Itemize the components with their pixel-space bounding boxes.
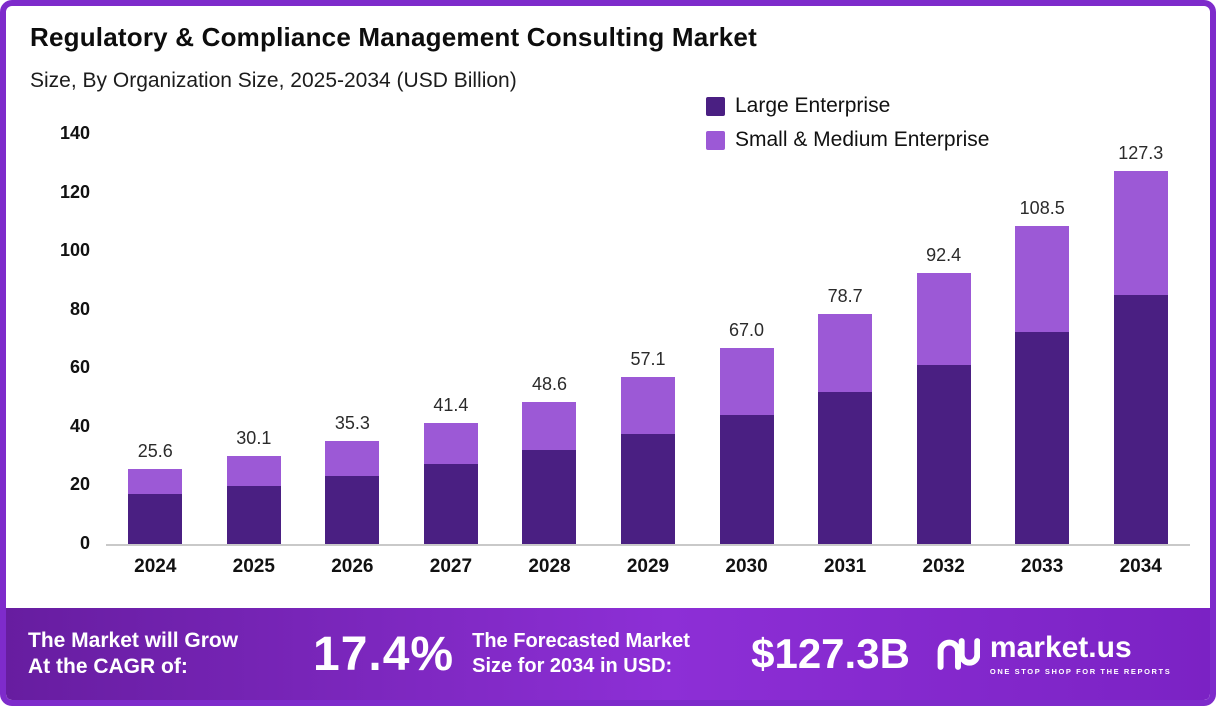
- legend-swatch-large-enterprise: [706, 96, 725, 116]
- bar-segment-large-enterprise: [522, 450, 577, 544]
- bar-total-label: 48.6: [531, 373, 567, 394]
- y-tick-label: 40: [69, 415, 90, 436]
- bar-segment-large-enterprise: [621, 433, 675, 544]
- bar-total-label: 67.0: [729, 319, 765, 340]
- cagr-caption-line1: The Market will Grow: [28, 628, 239, 652]
- chart-title: Regulatory & Compliance Management Consu…: [30, 22, 757, 52]
- bar-segment-sme: [916, 273, 971, 366]
- forecast-caption-line1: The Forecasted Market: [472, 630, 690, 652]
- bar-segment-sme: [423, 422, 478, 465]
- bar-group: 127.3: [1091, 134, 1190, 544]
- y-tick-label: 80: [69, 298, 90, 319]
- legend-item-large-enterprise: Large Enterprise: [706, 94, 989, 118]
- bar-segment-sme: [719, 347, 774, 415]
- plot-area: 0 20 40 60 80 100 120 140 25.6 30.1 35.3 41.4 48.6 5…: [60, 123, 1190, 553]
- legend: Large Enterprise Small & Medium Enterpri…: [706, 94, 989, 152]
- bar-group: 57.1: [599, 134, 698, 544]
- bar-total-label: 25.6: [137, 441, 173, 462]
- bar-group: 35.3: [303, 134, 402, 544]
- bar-total-label: 92.4: [926, 245, 962, 266]
- y-tick-label: 20: [69, 474, 90, 495]
- bar-segment-large-enterprise: [128, 494, 183, 544]
- x-axis-label: 2024: [134, 556, 177, 577]
- y-tick-label: 0: [79, 533, 90, 553]
- bar-segment-sme: [1113, 171, 1168, 296]
- x-axis-label: 2031: [823, 556, 867, 577]
- bar-group: 108.5: [993, 134, 1092, 544]
- x-axis-label: 2032: [922, 556, 965, 577]
- x-axis-label: 2027: [429, 556, 473, 577]
- x-axis-label: 2029: [626, 556, 670, 577]
- bar-total-label: 108.5: [1019, 198, 1065, 219]
- bar-segment-large-enterprise: [423, 464, 478, 544]
- x-axis-label: 2034: [1119, 556, 1162, 577]
- chart-subtitle: Size, By Organization Size, 2025-2034 (U…: [30, 69, 517, 92]
- bar-group: 30.1: [205, 134, 304, 544]
- cagr-value: 17.4%: [313, 627, 455, 681]
- bottom-banner: The Market will Grow At the CAGR of: 17.…: [6, 608, 1210, 700]
- bar-total-label: 41.4: [433, 394, 469, 415]
- bars-container: 25.6 30.1 35.3 41.4 48.6 57.1 67.0 78.7 92.4 108.…: [106, 134, 1190, 544]
- forecast-value: $127.3B: [751, 630, 910, 677]
- cagr-caption: The Market will Grow At the CAGR of:: [28, 628, 313, 681]
- x-axis-label: 2030: [725, 556, 768, 577]
- legend-label: Small & Medium Enterprise: [735, 128, 990, 151]
- bar-segment-sme: [325, 440, 380, 477]
- brand-tagline: ONE STOP SHOP FOR THE REPORTS: [989, 666, 1172, 676]
- bar-segment-large-enterprise: [325, 476, 380, 544]
- legend-item-sme: Small & Medium Enterprise: [706, 128, 989, 152]
- bar-total-label: 78.7: [827, 285, 863, 306]
- bar-total-label: 35.3: [334, 412, 370, 433]
- chart-header: Regulatory & Compliance Management Consu…: [6, 6, 1210, 93]
- x-axis-label: 2026: [331, 556, 374, 577]
- y-tick-label: 120: [59, 181, 90, 202]
- bar-segment-sme: [226, 455, 281, 487]
- brand-name: market.us: [989, 630, 1132, 664]
- y-tick-label: 100: [59, 240, 90, 261]
- bar-group: 48.6: [500, 134, 599, 544]
- bar-segment-large-enterprise: [226, 486, 281, 544]
- bar-total-label: 57.1: [630, 348, 666, 369]
- bar-segment-sme: [128, 469, 183, 495]
- bar-group: 25.6: [106, 134, 205, 544]
- cagr-caption-line2: At the CAGR of:: [28, 655, 188, 678]
- y-tick-label: 60: [69, 357, 90, 378]
- market-us-logo: market.us ONE STOP SHOP FOR THE REPORTS: [936, 630, 1172, 676]
- bar-segment-sme: [621, 376, 675, 434]
- bar-total-label: 127.3: [1118, 143, 1164, 164]
- market-us-logo-icon: [937, 638, 980, 670]
- y-tick-label: 140: [59, 123, 90, 143]
- bar-segment-large-enterprise: [1015, 331, 1070, 544]
- brand-text: market.us ONE STOP SHOP FOR THE REPORTS: [989, 630, 1172, 676]
- bar-group: 67.0: [697, 134, 796, 544]
- x-axis-label: 2033: [1021, 556, 1064, 577]
- bar-group: 78.7: [796, 134, 895, 544]
- bar-segment-large-enterprise: [719, 414, 774, 544]
- legend-label: Large Enterprise: [735, 94, 891, 117]
- bar-segment-sme: [1015, 226, 1070, 332]
- bar-group: 92.4: [894, 134, 993, 544]
- bar-segment-sme: [818, 313, 873, 392]
- bar-total-label: 30.1: [236, 427, 272, 448]
- bar-segment-large-enterprise: [818, 391, 873, 544]
- x-axis-label: 2028: [528, 556, 571, 577]
- x-axis: 2024 2025 2026 2027 2028 2029 2030 2031 2032 2033…: [106, 556, 1190, 578]
- bar-segment-large-enterprise: [1113, 295, 1168, 544]
- forecast-caption: The Forecasted Market Size for 2034 in U…: [472, 629, 737, 679]
- x-axis-label: 2025: [232, 556, 275, 577]
- forecast-caption-line2: Size for 2034 in USD:: [472, 655, 673, 677]
- bar-group: 41.4: [402, 134, 501, 544]
- bar-segment-large-enterprise: [916, 365, 971, 544]
- bar-segment-sme: [522, 401, 577, 451]
- chart-area: 0 20 40 60 80 100 120 140 25.6 30.1 35.3 41.4 48.6 5…: [30, 123, 1190, 578]
- legend-swatch-sme: [706, 130, 725, 150]
